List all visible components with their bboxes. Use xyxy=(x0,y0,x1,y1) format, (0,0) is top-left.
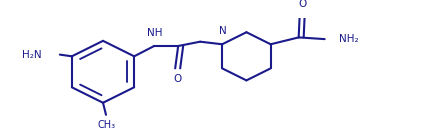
Text: N: N xyxy=(219,26,227,36)
Text: H₂N: H₂N xyxy=(22,50,42,60)
Text: CH₃: CH₃ xyxy=(98,120,116,130)
Text: O: O xyxy=(298,0,307,9)
Text: NH₂: NH₂ xyxy=(339,34,358,44)
Text: O: O xyxy=(173,74,181,84)
Text: NH: NH xyxy=(147,28,163,38)
